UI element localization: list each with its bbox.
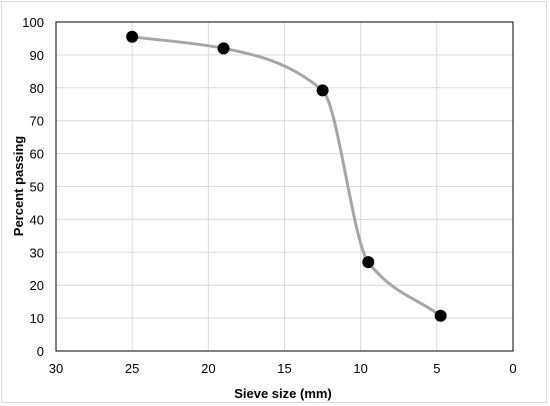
x-tick-label: 0 [509,361,516,376]
y-tick-label: 90 [30,48,44,63]
y-tick-labels: 0 10 20 30 40 50 60 70 80 90 100 [22,15,44,359]
data-point [217,42,230,55]
x-tick-label: 20 [201,361,215,376]
x-tick-label: 15 [277,361,291,376]
x-tick-label: 10 [353,361,367,376]
data-points [126,30,447,322]
y-tick-label: 70 [30,114,44,129]
y-tick-label: 20 [30,278,44,293]
y-tick-label: 60 [30,147,44,162]
y-tick-label: 100 [22,15,44,30]
y-tick-label: 40 [30,212,44,227]
x-tick-label: 5 [433,361,440,376]
data-point [434,309,447,322]
data-point [316,84,329,97]
series-line [131,35,442,318]
data-point [362,256,375,269]
grid-lines [55,21,514,352]
data-point [126,30,139,43]
y-axis-title: Percent passing [11,136,26,236]
y-tick-label: 80 [30,81,44,96]
x-axis-title: Sieve size (mm) [234,386,332,401]
y-tick-label: 0 [37,344,44,359]
y-tick-label: 50 [30,180,44,195]
x-tick-label: 25 [125,361,139,376]
x-tick-labels: 30 25 20 15 10 5 0 [49,361,517,376]
y-tick-label: 10 [30,311,44,326]
x-tick-label: 30 [49,361,63,376]
plot-border [55,21,514,352]
y-tick-label: 30 [30,245,44,260]
